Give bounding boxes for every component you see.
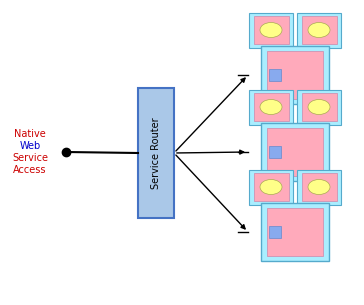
Bar (253, 16, 289, 44)
Ellipse shape (260, 99, 282, 114)
Bar (249, 89, 293, 124)
Bar (269, 226, 281, 238)
Bar (261, 123, 329, 181)
Ellipse shape (260, 23, 282, 38)
Ellipse shape (308, 23, 330, 38)
Text: Service: Service (12, 153, 48, 163)
Bar (297, 89, 341, 124)
Text: Web: Web (19, 141, 41, 151)
Ellipse shape (308, 99, 330, 114)
Bar (261, 46, 329, 104)
Bar (301, 173, 336, 201)
Bar (249, 13, 293, 48)
Bar (297, 13, 341, 48)
Bar (261, 203, 329, 261)
Bar (253, 93, 289, 121)
Bar (267, 128, 323, 176)
Bar (138, 88, 174, 218)
Text: Access: Access (13, 165, 47, 175)
Ellipse shape (260, 180, 282, 195)
Bar (253, 173, 289, 201)
Bar (301, 16, 336, 44)
Bar (301, 93, 336, 121)
Text: Service Router: Service Router (151, 117, 161, 189)
Bar (297, 170, 341, 204)
Text: Native: Native (14, 129, 46, 139)
Bar (269, 146, 281, 158)
Bar (267, 208, 323, 256)
Bar (269, 69, 281, 81)
Ellipse shape (308, 180, 330, 195)
Bar (249, 170, 293, 204)
Bar (267, 51, 323, 99)
